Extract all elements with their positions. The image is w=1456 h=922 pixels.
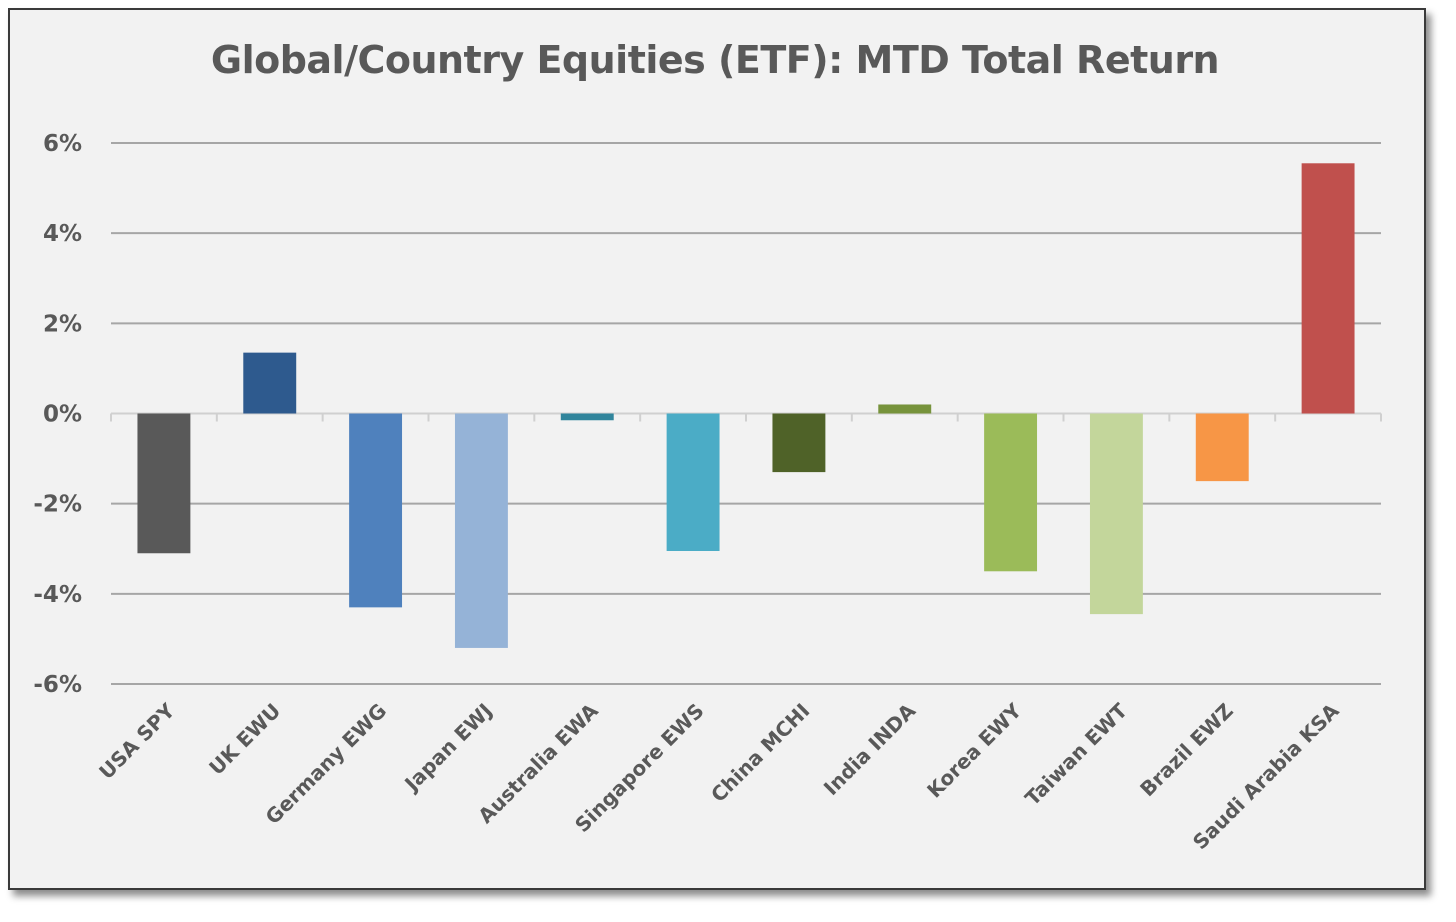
y-tick-label: 6% <box>43 131 82 157</box>
bar <box>878 404 932 414</box>
bar <box>1195 413 1249 482</box>
x-tick-label: Taiwan EWT <box>1020 698 1132 810</box>
bar <box>349 413 403 608</box>
y-tick-label: -6% <box>33 672 82 698</box>
y-tick-label: 4% <box>43 221 82 247</box>
bar <box>1089 413 1143 615</box>
bars <box>137 163 1355 648</box>
y-tick-label: -4% <box>33 582 82 608</box>
bar <box>772 413 826 473</box>
x-tick-label: India INDA <box>819 698 921 800</box>
y-tick-label: -2% <box>33 492 82 518</box>
x-tick-label: Brazil EWZ <box>1135 699 1238 802</box>
chart-title: Global/Country Equities (ETF): MTD Total… <box>210 38 1220 82</box>
x-tick-label: Korea EWY <box>922 698 1026 802</box>
bar <box>1301 163 1355 414</box>
y-axis-ticks: 6% 4% 2% 0% -2% -4% -6% <box>33 131 82 698</box>
gridlines <box>110 142 1382 685</box>
bar <box>137 413 191 554</box>
x-tick-label: Japan EWJ <box>399 699 497 797</box>
bar <box>984 413 1038 572</box>
bar <box>454 413 508 648</box>
y-tick-label: 2% <box>43 311 82 337</box>
x-tick-label: UK EWU <box>204 699 285 780</box>
x-tick-label: USA SPY <box>94 698 180 784</box>
bar <box>243 352 297 414</box>
y-tick-label: 0% <box>43 402 82 428</box>
x-tick-label: China MCHI <box>706 699 814 807</box>
bar <box>666 413 720 552</box>
bar <box>560 413 614 421</box>
